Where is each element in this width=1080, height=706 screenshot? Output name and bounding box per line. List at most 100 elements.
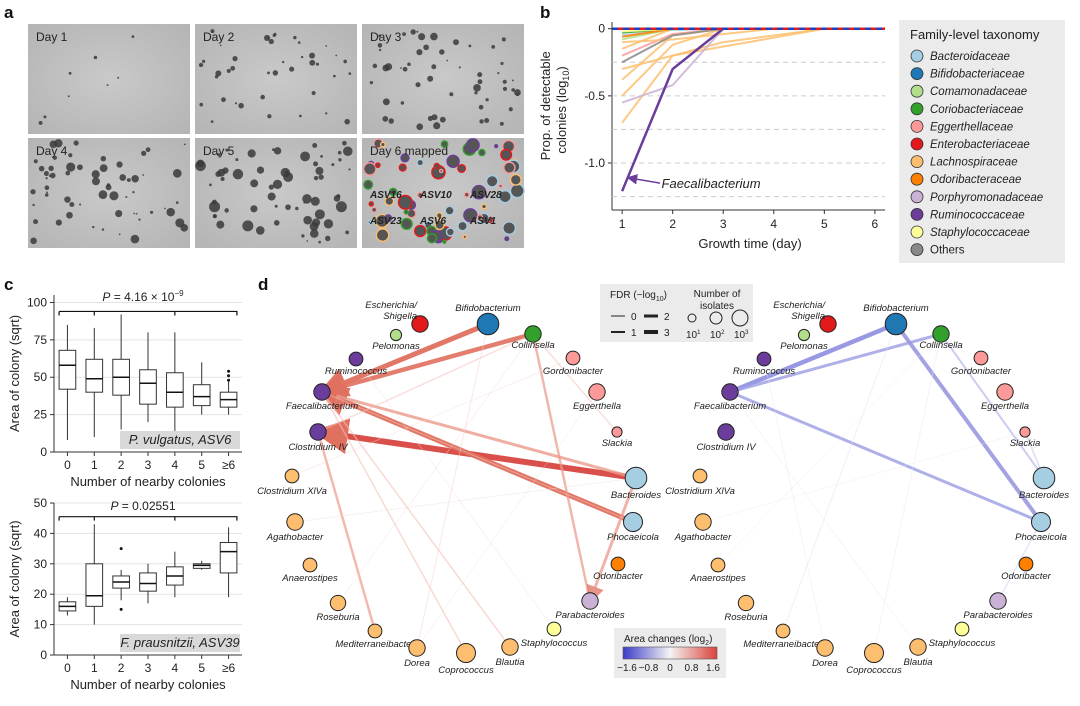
network-node: [588, 383, 606, 401]
legend-swatch: [910, 207, 924, 221]
colony: [337, 150, 342, 155]
colony: [202, 59, 206, 63]
legend-swatch: [910, 190, 924, 204]
colony: [268, 184, 274, 190]
colony: [199, 102, 204, 107]
network-node-label: Faecalibacterium: [694, 401, 766, 412]
c-xtick-label: 1: [91, 661, 98, 675]
network-node-label: Mediterraneibacter: [335, 639, 415, 650]
colony: [116, 161, 123, 168]
network-node-label: Dorea: [812, 658, 838, 669]
network-node: [581, 592, 599, 610]
colony: [38, 120, 43, 125]
colony: [48, 165, 54, 172]
mapped-colony: [434, 219, 445, 231]
c-xlabel: Number of nearby colonies: [70, 474, 226, 489]
colony: [267, 192, 276, 201]
colony: [195, 160, 206, 172]
c-title-box: [120, 634, 240, 652]
c-ylabel: Area of colony (sqrt): [7, 520, 22, 637]
colony: [164, 207, 166, 210]
colony: [30, 237, 37, 245]
colony: [348, 168, 351, 171]
c-ytick-label: 0: [40, 445, 47, 459]
mapped-colony: [375, 228, 390, 243]
network-node: [884, 312, 908, 336]
mapped-colony: [433, 162, 441, 170]
mapped-colony: [374, 162, 381, 169]
b-ytick-label: -0.5: [584, 89, 605, 103]
colony: [313, 175, 319, 181]
colony: [135, 212, 138, 215]
mapped-colony: [397, 194, 413, 210]
c-xtick-label: ≥6: [222, 661, 236, 675]
colony: [458, 66, 461, 69]
colony: [439, 49, 445, 55]
network-node: [932, 325, 950, 343]
colony: [499, 121, 504, 126]
network-node-label: Phocaeicola: [607, 532, 659, 543]
colony: [502, 79, 507, 84]
c-xtick-label: 5: [198, 458, 205, 472]
network-node-label: Gordonibacter: [951, 366, 1012, 377]
colony: [416, 30, 419, 33]
colony: [235, 158, 239, 162]
isolate-exp: 2: [721, 330, 725, 336]
legend-swatch: [910, 49, 924, 63]
mapped-colony: [485, 174, 499, 188]
c-ylabel: Area of colony (sqrt): [7, 315, 22, 432]
mapped-colony: [471, 184, 487, 200]
colony: [344, 118, 350, 125]
colony: [267, 71, 270, 75]
colony: [345, 230, 350, 235]
colony: [260, 94, 265, 100]
network-node: [456, 643, 476, 663]
mapped-colony: [367, 220, 372, 225]
legend-label: Comamonadaceae: [930, 86, 1027, 98]
network-node-label: Escherichia/: [773, 300, 826, 311]
colony: [302, 194, 312, 204]
network-node: [408, 639, 426, 657]
mapped-colony: [504, 236, 510, 242]
mapped-colony: [442, 239, 447, 244]
b-ylabel-line2: colonies (log: [554, 81, 569, 154]
network-edge: [763, 358, 826, 649]
network-node-label: Bifidobacterium: [455, 303, 521, 314]
mapped-colony: [446, 154, 460, 169]
mapped-colony: [500, 148, 513, 161]
isolate-swatch: [709, 311, 723, 325]
colony: [98, 190, 108, 200]
colony: [423, 44, 429, 51]
colony: [343, 59, 347, 64]
colony: [217, 153, 221, 157]
c-box-rect: [219, 542, 238, 574]
network-edge: [416, 391, 598, 649]
colony: [230, 65, 236, 71]
network-node: [348, 351, 364, 367]
network-edge: [355, 358, 555, 630]
network-node-label: Anaerostipes: [689, 573, 746, 584]
mapped-colony: [384, 196, 395, 207]
colony: [255, 226, 265, 235]
asv-tag: ASV10: [419, 190, 452, 201]
legend-title: Family-level taxonomy: [910, 27, 1040, 42]
network-node-label: Bifidobacterium: [863, 303, 929, 314]
colony: [44, 185, 50, 191]
colony: [446, 59, 449, 62]
network-node-label: Odoribacter: [593, 571, 643, 582]
network-edge: [940, 333, 1045, 479]
colony: [69, 201, 75, 208]
network-edge: [317, 331, 536, 400]
asv-tag: ASV1: [469, 216, 497, 227]
mapped-colony: [438, 168, 444, 174]
network-node-label: Shigella: [791, 311, 825, 322]
network-node: [286, 513, 304, 531]
colony-tile: ASV16 ASV10 ASV28 ASV23 ASV6 ASV1 Day 6 mapped: [362, 138, 525, 248]
c-ytick-label: 10: [34, 618, 48, 632]
network-edge: [727, 321, 899, 395]
colony: [293, 35, 297, 40]
c-outlier: [227, 374, 231, 378]
colony: [68, 71, 72, 75]
colony: [452, 39, 459, 46]
